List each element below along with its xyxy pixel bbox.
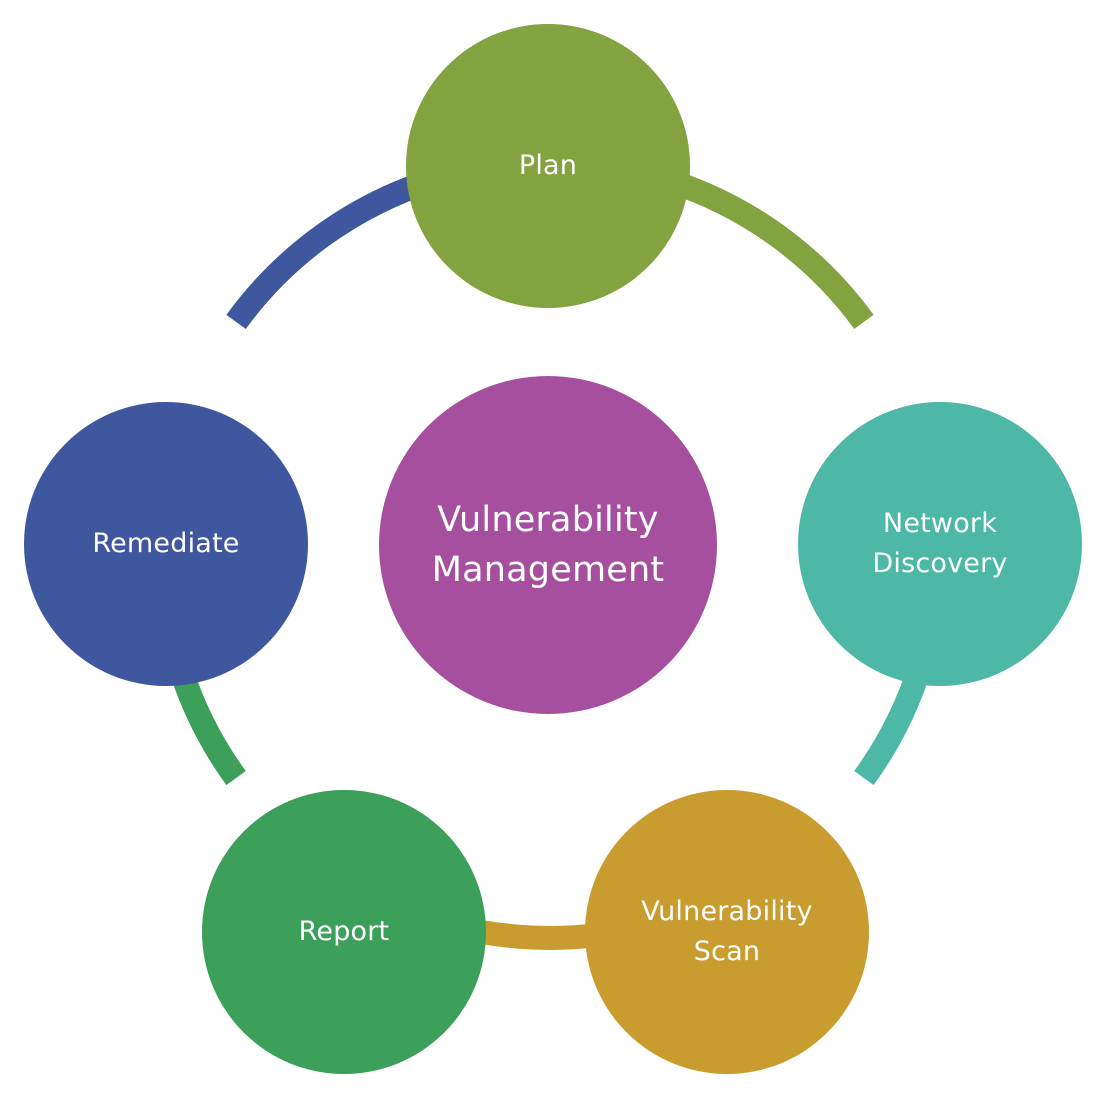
cycle-node-label-plan: Plan: [518, 150, 578, 181]
arc-plan-to-network-discovery: [666, 169, 874, 329]
cycle-node-remediate: Remediate: [24, 402, 308, 686]
cycle-node-report: Report: [202, 790, 486, 1074]
cycle-node-network-discovery: Network Discovery: [798, 402, 1082, 686]
arc-remediate-to-plan: [226, 169, 434, 329]
center-node-label: Vulnerability Management: [431, 500, 665, 590]
cycle-node-label-network-discovery: Network Discovery: [872, 508, 1008, 579]
cycle-node-label-report: Report: [298, 916, 390, 947]
cycle-node-plan: Plan: [406, 24, 690, 308]
cycle-node-vulnerability-scan: Vulnerability Scan: [585, 790, 869, 1074]
cycle-node-label-vulnerability-scan: Vulnerability Scan: [641, 896, 813, 967]
cycle-node-label-remediate: Remediate: [92, 528, 240, 559]
center-node-vulnerability-management: Vulnerability Management: [379, 376, 717, 714]
